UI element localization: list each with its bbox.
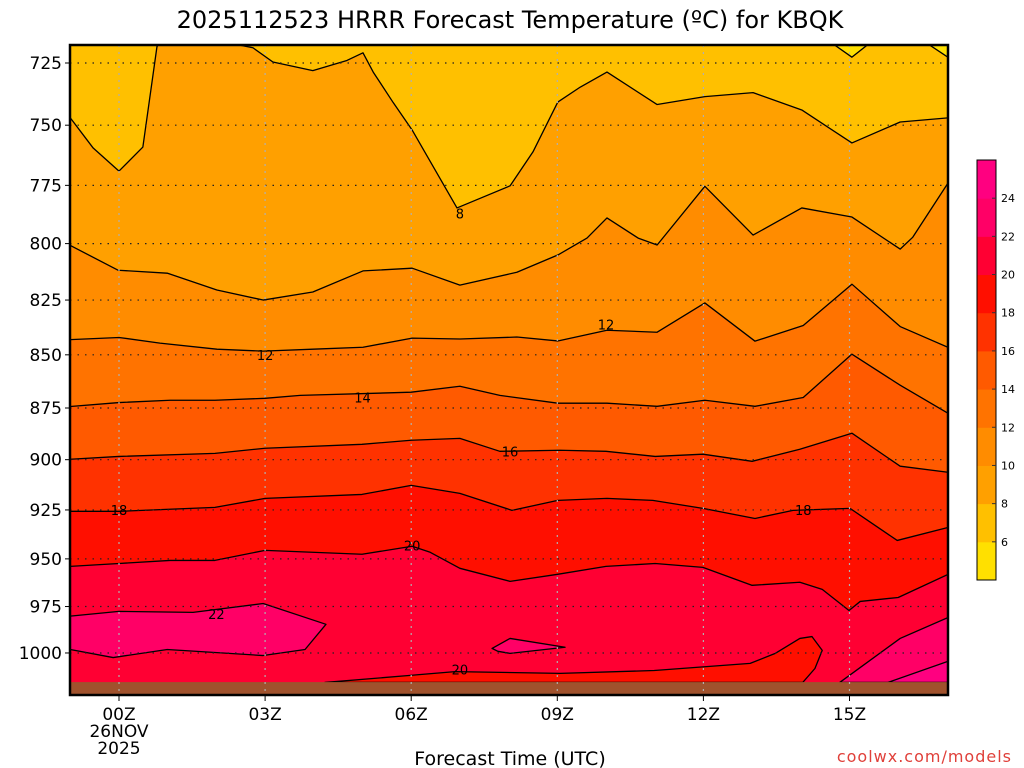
x-tick-year: 2025	[97, 739, 140, 759]
contour-label: 16	[502, 446, 519, 461]
colorbar-bin-6-8	[977, 503, 996, 543]
colorbar-label: 24	[1001, 192, 1015, 205]
colorbar-label: 20	[1001, 269, 1015, 282]
contour-fill-22	[70, 603, 326, 658]
y-tick-label: 925	[30, 501, 62, 521]
colorbar-label: 6	[1001, 536, 1008, 549]
x-tick-date: 26NOV	[89, 722, 148, 742]
contour-labels: 8 12 12 14 16 18 18 20 22 20	[111, 208, 812, 679]
contour-fill-22	[839, 617, 948, 683]
plot-area	[70, 45, 948, 695]
colorbar-bin-10-12	[977, 427, 996, 466]
y-tick-label: 900	[30, 451, 62, 471]
y-tick-label: 850	[30, 346, 62, 366]
isotherm-line-10	[70, 182, 948, 301]
contour-label: 8	[456, 208, 464, 223]
contour-fill-20	[325, 636, 823, 683]
colorbar-label: 22	[1001, 230, 1015, 243]
contour-fill-20	[70, 546, 948, 695]
colorbar-label: 14	[1001, 383, 1015, 396]
ground-surface	[70, 682, 948, 695]
contour-fill-22	[492, 638, 566, 654]
colorbar-bin-22-24	[977, 198, 996, 237]
colorbar-bin-14-16	[977, 350, 996, 390]
y-tick-label: 1000	[19, 644, 62, 664]
isotherm-line-20	[324, 635, 823, 684]
contour-label: 20	[404, 539, 421, 554]
colorbar-bin-12-14	[977, 389, 996, 428]
colorbar-label: 10	[1001, 459, 1015, 472]
plot-frame	[68, 43, 950, 697]
isotherm-line-20	[70, 545, 948, 612]
colorbar-label: 8	[1001, 498, 1008, 511]
colorbar-bin-18-20	[977, 274, 996, 314]
x-tick-label: 12Z	[687, 705, 720, 725]
y-tick-label: 725	[30, 54, 62, 74]
x-tick-label: 00Z	[102, 705, 135, 725]
colorbar-frame	[976, 159, 997, 581]
isotherm-line-16	[70, 432, 948, 473]
isotherm-line-12	[70, 283, 948, 352]
y-tick-label: 825	[30, 291, 62, 311]
y-tick-label: 775	[30, 176, 62, 196]
y-tick-label: 750	[30, 116, 62, 136]
y-tick-label: 950	[30, 550, 62, 570]
colorbar-bin-20-22	[977, 236, 996, 276]
x-tick-label: 09Z	[541, 705, 574, 725]
colorbar-bin-16-18	[977, 312, 996, 352]
colorbar: 6 8 10 12 14 16 18 20 22 24	[976, 159, 1015, 581]
colorbar-label: 16	[1001, 345, 1015, 358]
y-tick-label: 800	[30, 235, 62, 255]
contour-label: 12	[257, 349, 274, 364]
contour-label: 12	[598, 318, 615, 333]
isotherm-line-22	[491, 637, 566, 654]
credit-text: coolwx.com/models	[837, 747, 1012, 766]
contour-label: 18	[111, 504, 128, 519]
x-tick-label: 03Z	[248, 705, 281, 725]
contour-label: 18	[795, 504, 812, 519]
x-axis-label: Forecast Time (UTC)	[414, 748, 605, 768]
y-tick-label: 875	[30, 399, 62, 419]
y-tick-label: 975	[30, 598, 62, 618]
contour-label: 22	[208, 608, 225, 623]
isotherm-line-14	[70, 353, 948, 414]
x-tick-label: 15Z	[833, 705, 866, 725]
chart-title: 2025112523 HRRR Forecast Temperature (ºC…	[177, 6, 845, 34]
y-axis: 725 750 775 800 825 850 875 900 925 950 975 1000	[19, 54, 70, 664]
colorbar-bin-24-26	[977, 160, 996, 199]
isotherm-line-22	[70, 602, 327, 659]
contour-label: 14	[354, 391, 371, 406]
contour-fill-6	[834, 45, 868, 58]
colorbar-label: 18	[1001, 307, 1015, 320]
contour-label: 20	[452, 663, 469, 678]
colorbar-bin-8-10	[977, 465, 996, 505]
colorbar-label: 12	[1001, 421, 1015, 434]
colorbar-bin-4-6	[977, 541, 996, 581]
x-tick-label: 06Z	[395, 705, 428, 725]
